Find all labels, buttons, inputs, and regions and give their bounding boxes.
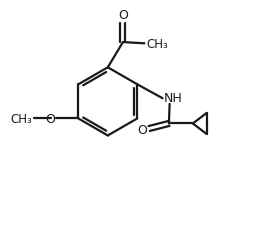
Text: NH: NH (164, 92, 183, 105)
Text: O: O (119, 9, 129, 22)
Text: CH₃: CH₃ (10, 112, 32, 125)
Text: O: O (137, 123, 147, 136)
Text: CH₃: CH₃ (146, 38, 168, 51)
Text: O: O (45, 112, 55, 125)
